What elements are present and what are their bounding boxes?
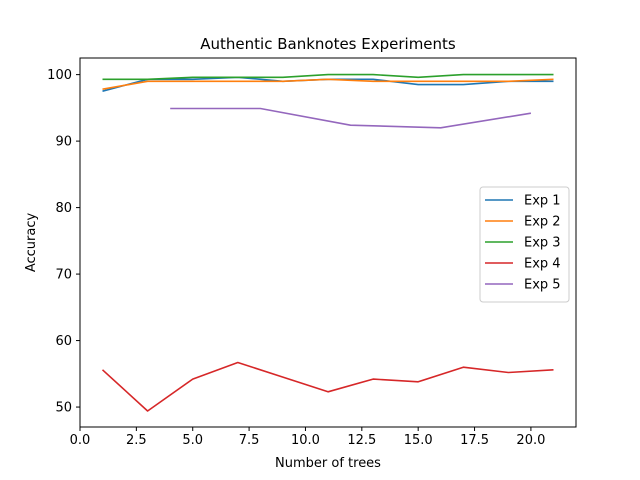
legend-box	[479, 186, 570, 303]
legend-label-2: Exp 2	[524, 215, 561, 230]
legend-label-3: Exp 3	[524, 236, 561, 251]
x-tick-label: 5.0	[182, 433, 203, 448]
y-tick-label: 90	[55, 135, 72, 150]
series-line-4	[101, 361, 554, 412]
x-tick-label: 2.5	[126, 433, 147, 448]
legend-label-5: Exp 5	[524, 278, 561, 293]
y-tick-label: 100	[47, 68, 72, 83]
x-tick-label: 10.0	[291, 433, 320, 448]
y-tick-label: 70	[55, 268, 72, 283]
x-tick-label: 12.5	[347, 433, 376, 448]
series-line-3	[102, 73, 554, 81]
x-tick-label: 0.0	[70, 433, 91, 448]
legend: Exp 1 Exp 2 Exp 3 Exp 4 Exp 5	[479, 186, 570, 303]
y-axis-ticks: 50 60 70 80 90 100	[47, 68, 80, 416]
y-tick-label: 80	[55, 201, 72, 216]
series-line-2	[102, 78, 554, 90]
x-axis-ticks: 0.0 2.5 5.0 7.5 10.0 12.5 15.0 17.5 20.0	[70, 427, 545, 448]
y-axis-label: Accuracy	[24, 213, 39, 273]
legend-label-4: Exp 4	[524, 257, 561, 272]
x-tick-label: 20.0	[516, 433, 545, 448]
x-tick-label: 7.5	[239, 433, 260, 448]
x-tick-label: 15.0	[404, 433, 433, 448]
plot-frame	[79, 57, 577, 428]
series-line-5	[170, 107, 532, 129]
x-axis-label: Number of trees	[275, 456, 381, 471]
chart-title: Authentic Banknotes Experiments	[200, 35, 456, 53]
series-layer	[101, 73, 554, 412]
y-tick-label: 50	[55, 401, 72, 416]
legend-label-1: Exp 1	[524, 194, 561, 209]
y-tick-label: 60	[55, 334, 72, 349]
x-tick-label: 17.5	[460, 433, 489, 448]
